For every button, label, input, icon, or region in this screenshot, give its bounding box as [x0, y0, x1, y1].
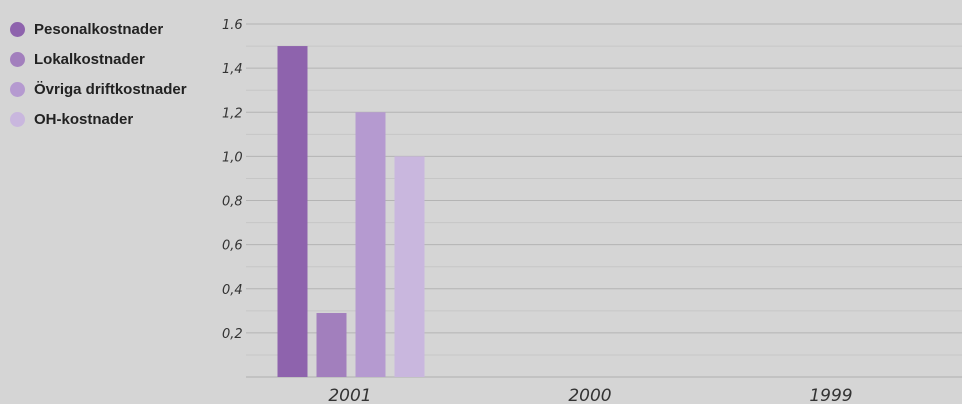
- legend-swatch-oh-kostnader: [10, 111, 25, 127]
- gridlines: [246, 23, 962, 356]
- bar-2001-3: [394, 156, 425, 377]
- x-tick-label: 2000: [568, 386, 611, 404]
- legend-item-lokalkostnader: Lokalkostnader: [10, 44, 187, 74]
- y-tick-label: 1,4: [222, 62, 243, 77]
- bar-2001-0: [277, 46, 308, 377]
- y-tick-label: 0,2: [222, 327, 243, 342]
- bar-2001-2: [355, 112, 386, 377]
- y-tick-label: 0,6: [222, 239, 243, 254]
- x-tick-label: 2001: [328, 386, 371, 404]
- y-tick-label: 0,4: [222, 283, 243, 298]
- legend-item-oh-kostnader: OH-kostnader: [10, 104, 187, 134]
- legend-swatch-pesonalkostnader: [10, 21, 25, 37]
- legend-swatch-ovriga-driftkostnader: [10, 81, 25, 97]
- legend-item-ovriga-driftkostnader: Övriga driftkostnader: [10, 74, 187, 104]
- legend-swatch-lokalkostnader: [10, 51, 25, 67]
- y-tick-label: 1,0: [222, 150, 243, 165]
- bar-2001-1: [316, 313, 347, 377]
- y-tick-label: 1.6: [222, 18, 243, 33]
- legend-item-pesonalkostnader: Pesonalkostnader: [10, 14, 187, 44]
- legend-label-pesonalkostnader: Pesonalkostnader: [34, 20, 164, 38]
- y-tick-label: 0,8: [222, 195, 243, 210]
- legend: Pesonalkostnader Lokalkostnader Övriga d…: [10, 14, 187, 134]
- legend-label-lokalkostnader: Lokalkostnader: [34, 50, 145, 68]
- x-tick-label: 1999: [809, 386, 852, 404]
- legend-label-oh-kostnader: OH-kostnader: [34, 110, 134, 128]
- legend-label-ovriga-driftkostnader: Övriga driftkostnader: [34, 80, 187, 98]
- y-tick-label: 1,2: [222, 106, 243, 121]
